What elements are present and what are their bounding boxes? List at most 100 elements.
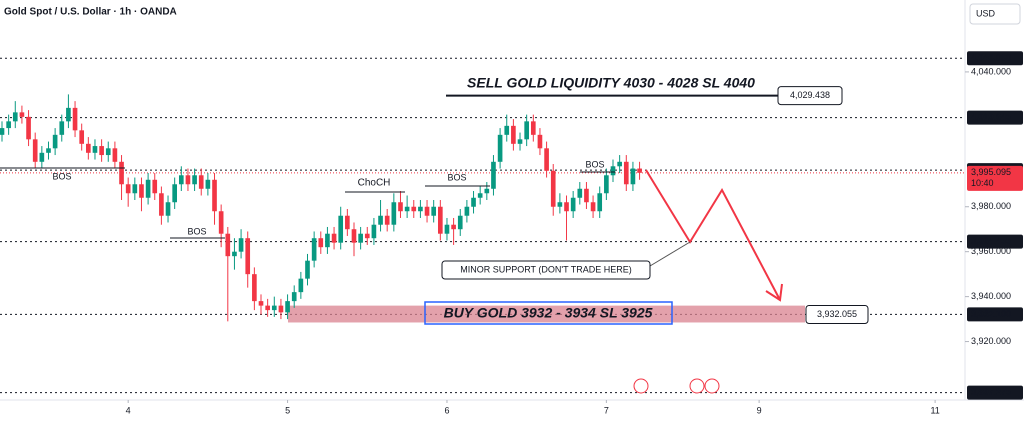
candle-body <box>630 168 636 185</box>
candle-body <box>584 188 589 203</box>
level-label: 4,046.060 <box>971 53 1011 63</box>
candle-body <box>398 202 403 212</box>
candle-body <box>265 305 270 311</box>
last-price-box <box>967 165 1023 191</box>
candle-body <box>291 292 297 302</box>
currency-label: USD <box>976 8 996 18</box>
level-box <box>967 385 1023 400</box>
candle-body <box>464 206 470 216</box>
buy-target-box <box>805 304 869 324</box>
buy-note-box <box>424 301 673 325</box>
x-tick-label: 5 <box>285 405 290 415</box>
candle-body <box>524 121 529 140</box>
candle-body <box>165 202 171 216</box>
candle-body <box>92 146 98 153</box>
candle-body <box>431 206 437 216</box>
candle-body <box>39 152 45 162</box>
candle-body <box>252 274 257 302</box>
callout-line <box>649 241 691 267</box>
candle-body <box>218 211 224 234</box>
candle-body <box>438 206 443 234</box>
event-icon[interactable] <box>689 378 705 394</box>
candle-body <box>198 175 204 189</box>
arrow-head <box>765 283 783 302</box>
candle-body <box>411 206 417 212</box>
candle-body <box>610 166 616 176</box>
candle-body <box>205 179 211 189</box>
candle-body <box>26 116 31 140</box>
candle-body <box>212 179 217 212</box>
candle-body <box>511 125 516 144</box>
candle-body <box>457 215 463 230</box>
y-tick-label: 3,940.000 <box>971 291 1011 301</box>
candle-body <box>364 233 370 239</box>
x-tick-label: 7 <box>604 405 609 415</box>
candle-body <box>557 202 563 207</box>
candle-body <box>444 224 450 234</box>
x-tick-label: 11 <box>930 405 939 415</box>
x-tick-label: 4 <box>126 405 131 415</box>
candle-body <box>590 202 596 212</box>
sell-target-label: 4,029.438 <box>790 90 830 100</box>
candle-body <box>132 184 138 194</box>
candle-body <box>86 143 91 153</box>
buy-target-label: 3,932.055 <box>817 309 857 319</box>
candle-body <box>145 179 151 198</box>
candle-body <box>497 134 503 162</box>
candle-body <box>245 238 251 275</box>
event-icon[interactable] <box>704 378 720 394</box>
candle-body <box>152 179 158 194</box>
candle-body <box>225 233 231 257</box>
level-label: 3,964.455 <box>971 236 1011 246</box>
candle-body <box>159 193 164 216</box>
candle-body <box>544 148 549 171</box>
candle-body <box>338 215 344 243</box>
candle-body <box>358 233 363 243</box>
candle-body <box>637 168 642 173</box>
candle-body <box>384 215 390 225</box>
candle-body <box>418 206 423 212</box>
y-tick-label: 4,040.000 <box>971 66 1011 76</box>
candle-body <box>19 112 25 117</box>
event-icon[interactable] <box>633 378 649 394</box>
sell-target-box <box>777 86 843 106</box>
candle-body <box>570 197 576 212</box>
candle-body <box>471 197 476 207</box>
candle-body <box>178 175 184 185</box>
level-box <box>967 234 1023 249</box>
last-price-label: 3,995.095 <box>971 167 1011 177</box>
countdown-label: 10:40 <box>971 178 994 188</box>
candle-body <box>232 251 237 257</box>
support-note: MINOR SUPPORT (DON'T TRADE HERE) <box>460 264 632 274</box>
candle-body <box>172 184 177 203</box>
candle-body <box>604 175 609 194</box>
candle-body <box>351 229 357 243</box>
candle-body <box>517 139 523 144</box>
y-tick-label: 3,920.000 <box>971 336 1011 346</box>
currency-button[interactable] <box>969 3 1021 25</box>
candle-body <box>451 224 456 230</box>
y-tick-label: 3,960.000 <box>971 246 1011 256</box>
structure-label: BOS <box>187 226 206 236</box>
candle-body <box>617 161 622 167</box>
candle-body <box>530 121 536 135</box>
candle-body <box>105 148 111 156</box>
candle-body <box>99 146 104 156</box>
candle-body <box>331 233 337 243</box>
candle-body <box>238 238 244 252</box>
candle-body <box>79 130 85 144</box>
structure-label: BOS <box>52 171 71 181</box>
candle-body <box>258 301 264 306</box>
candle-body <box>623 161 629 185</box>
candle-body <box>424 206 430 216</box>
candle-body <box>52 134 58 149</box>
projection-arrow <box>645 169 781 301</box>
candle-body <box>484 188 490 194</box>
candle-body <box>59 121 65 135</box>
candle-body <box>318 238 324 248</box>
sell-note: SELL GOLD LIQUIDITY 4030 - 4028 SL 4040 <box>467 75 755 91</box>
candle-body <box>537 134 543 149</box>
candle-body <box>285 301 290 313</box>
